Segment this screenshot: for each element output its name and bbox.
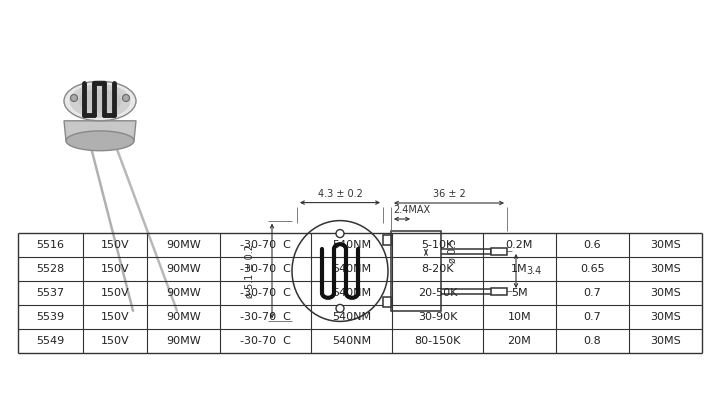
Ellipse shape [66,131,134,151]
Text: 0.7: 0.7 [583,312,601,322]
Text: 1M: 1M [511,264,528,274]
Text: 30MS: 30MS [650,312,681,322]
Text: 90MW: 90MW [167,336,201,346]
Text: 90MW: 90MW [167,264,201,274]
Text: 3.4: 3.4 [526,266,541,276]
Circle shape [122,95,129,101]
Circle shape [336,229,344,237]
Text: 80-150K: 80-150K [414,336,460,346]
Text: 30MS: 30MS [650,288,681,298]
Bar [491,247,507,255]
Text: 150V: 150V [101,312,129,322]
Circle shape [336,304,344,312]
Text: 5537: 5537 [36,288,64,298]
Text: 5549: 5549 [36,336,64,346]
Text: 30MS: 30MS [650,240,681,250]
Text: 150V: 150V [101,264,129,274]
Circle shape [71,95,77,101]
Text: 150V: 150V [101,240,129,250]
Text: 5539: 5539 [36,312,64,322]
Bar [383,235,391,245]
Text: 540NM: 540NM [332,312,371,322]
Text: 30MS: 30MS [650,264,681,274]
Text: 540NM: 540NM [332,288,371,298]
Text: -30-70  C: -30-70 C [240,288,291,298]
Ellipse shape [64,81,136,121]
Text: 150V: 150V [101,288,129,298]
Text: -30-70  C: -30-70 C [240,240,291,250]
Text: -30-70  C: -30-70 C [240,312,291,322]
Text: 2.4MAX: 2.4MAX [393,205,430,215]
Bar [383,297,391,307]
Text: 90MW: 90MW [167,240,201,250]
Text: 90MW: 90MW [167,288,201,298]
Bar [391,231,441,311]
Text: -30-70  C: -30-70 C [240,264,291,274]
Text: 0.2M: 0.2M [506,240,533,250]
Text: 4.3 ± 0.2: 4.3 ± 0.2 [317,188,363,198]
Text: 0.7: 0.7 [583,288,601,298]
Text: 20-50K: 20-50K [418,288,457,298]
Text: 5528: 5528 [36,264,64,274]
Text: 540NM: 540NM [332,336,371,346]
Text: 5M: 5M [511,288,528,298]
Text: 5-10K: 5-10K [421,240,453,250]
Text: ø 5.1 ± 0.2: ø 5.1 ± 0.2 [245,244,255,298]
Text: -30-70  C: -30-70 C [240,336,291,346]
Text: 20M: 20M [508,336,531,346]
Text: 10M: 10M [508,312,531,322]
Text: 0.65: 0.65 [580,264,605,274]
Text: 36 ± 2: 36 ± 2 [433,189,465,199]
Text: 8-20K: 8-20K [421,264,454,274]
Text: 5516: 5516 [36,240,64,250]
Ellipse shape [69,84,131,118]
Text: 540NM: 540NM [332,264,371,274]
Bar [491,288,507,294]
Text: 30-90K: 30-90K [418,312,457,322]
Text: 0.8: 0.8 [583,336,601,346]
PathPatch shape [64,121,136,141]
Ellipse shape [79,89,122,113]
Text: 30MS: 30MS [650,336,681,346]
Text: 90MW: 90MW [167,312,201,322]
Text: 0.6: 0.6 [583,240,601,250]
Text: ø 0.5: ø 0.5 [448,239,458,263]
Text: 540NM: 540NM [332,240,371,250]
Ellipse shape [292,221,388,321]
Text: 150V: 150V [101,336,129,346]
